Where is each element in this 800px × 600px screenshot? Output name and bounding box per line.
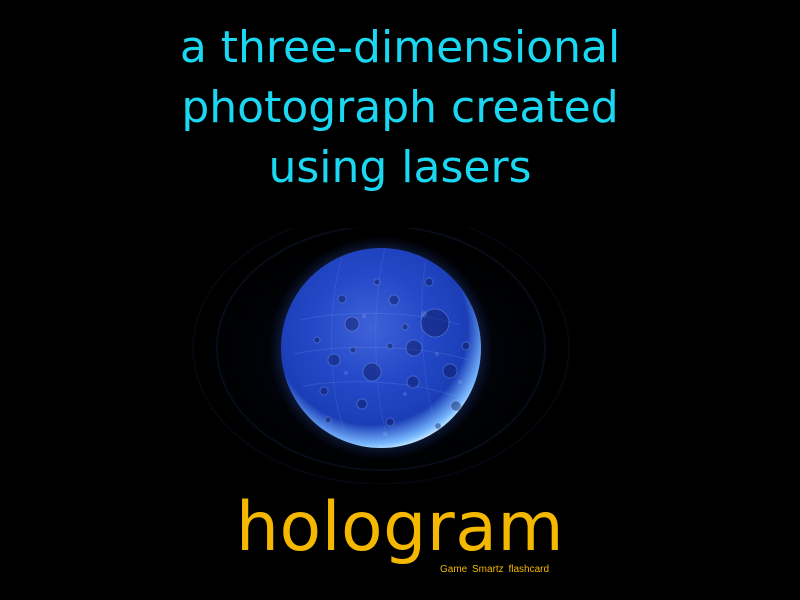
term-title: hologram [235,488,565,567]
wave-ring [192,228,570,484]
definition-line-3: using lasers [268,142,532,193]
definition-line-2: photograph created [181,82,619,133]
moon-sphere [281,248,481,448]
brand-label: Game Smartz flashcard [440,564,550,575]
wave-ring [216,228,546,471]
hologram-image [176,228,584,484]
hologram-moon-icon [192,228,570,484]
definition-text: a three-dimensional photograph created u… [0,18,800,198]
definition-line-1: a three-dimensional [179,22,621,73]
